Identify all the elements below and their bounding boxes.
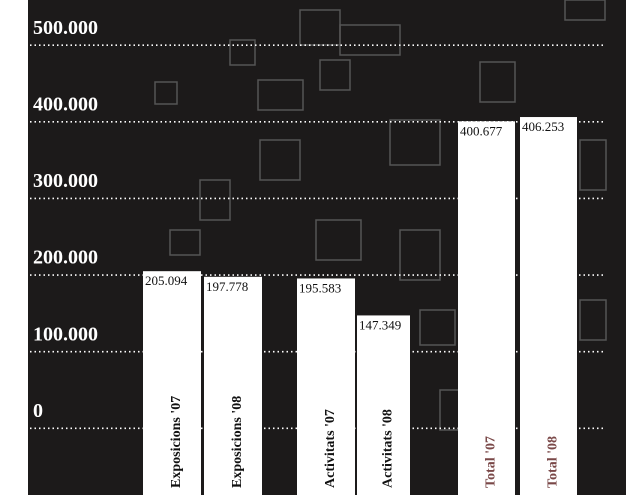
y-tick-label: 400.000	[33, 93, 98, 115]
value-label: 406.253	[522, 119, 564, 134]
value-label: 197.778	[206, 279, 248, 294]
chart: 0 100.000 200.000 300.000 400.000 500.000 205.…	[0, 0, 626, 495]
x-tick-label: Exposicions '08	[230, 396, 245, 488]
value-label: 147.349	[359, 317, 401, 332]
value-label: 400.677	[460, 123, 503, 138]
y-tick-label: 300.000	[33, 170, 98, 192]
y-tick-label: 500.000	[33, 17, 98, 39]
value-label: 205.094	[145, 273, 188, 288]
value-label: 195.583	[299, 280, 341, 295]
x-tick-label: Total '08	[546, 436, 561, 488]
x-tick-label: Total '07	[484, 436, 499, 488]
x-tick-label: Activitats '08	[381, 409, 396, 488]
y-tick-label: 100.000	[33, 323, 98, 345]
margin	[0, 0, 28, 495]
x-tick-label: Exposicions '07	[169, 396, 184, 488]
y-tick-label: 200.000	[33, 247, 98, 269]
x-tick-label: Activitats '07	[323, 409, 338, 488]
y-tick-label: 0	[33, 400, 43, 422]
